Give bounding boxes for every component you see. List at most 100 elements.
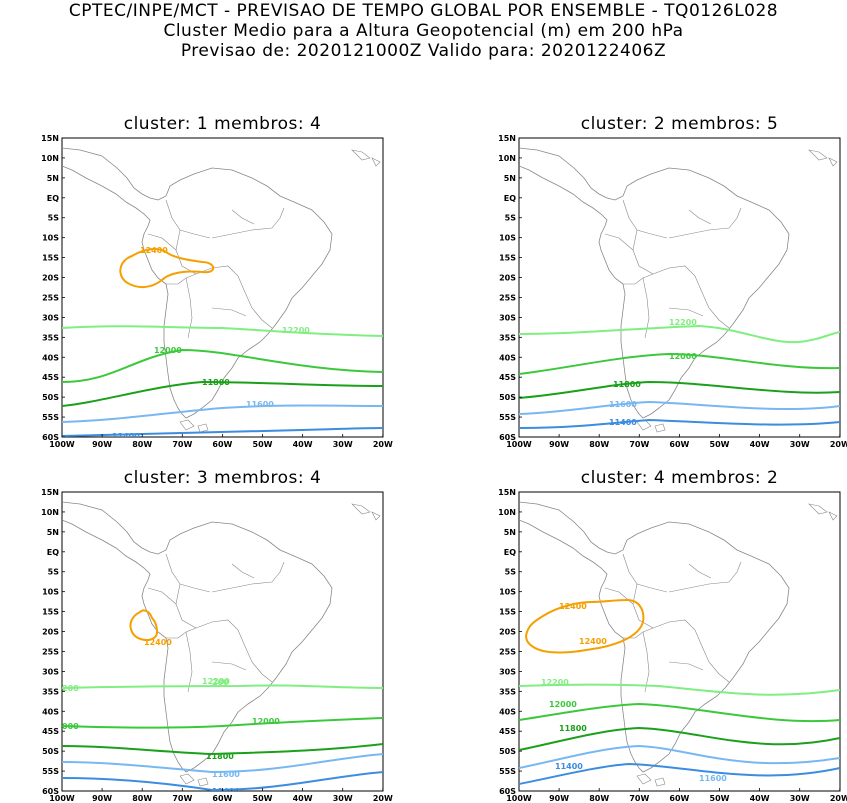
- contour-label: 11800: [559, 724, 587, 733]
- map-panel-1: 12400 12200 12000 11800 11600 11400 15N 10N 5N EQ…: [41, 134, 393, 448]
- lon-label: 40W: [293, 440, 313, 448]
- lon-label: 20W: [830, 440, 847, 448]
- lat-label: 10S: [42, 234, 59, 243]
- lon-label: 50W: [710, 440, 730, 448]
- map-frame: [61, 491, 384, 792]
- contour-11800: [62, 380, 383, 407]
- country-border: [652, 265, 702, 291]
- contour-12200: [519, 683, 840, 696]
- lat-label: EQ: [504, 194, 516, 203]
- lat-label: 15S: [42, 608, 59, 617]
- contour-11400: [519, 762, 840, 785]
- contour-label: 11600: [246, 400, 274, 409]
- lat-label: 30S: [499, 667, 516, 676]
- map-content: 12400 12200 12000 11800 11600 11400 12400: [519, 501, 840, 787]
- lat-label: 35S: [499, 687, 516, 696]
- country-border: [728, 561, 742, 583]
- lat-label: 15S: [499, 254, 516, 263]
- country-border: [211, 581, 273, 593]
- lat-label: 20S: [499, 274, 516, 283]
- island: [654, 423, 666, 433]
- contour-label: 11400: [555, 762, 583, 771]
- contour-label: 200: [212, 678, 229, 687]
- lat-label: 10S: [499, 588, 516, 597]
- country-border: [668, 227, 730, 239]
- lat-label: 5N: [47, 528, 59, 537]
- island: [828, 511, 838, 521]
- country-border: [166, 273, 197, 285]
- lon-label: 50W: [253, 794, 273, 802]
- map-frame: [518, 491, 841, 792]
- contour-11600: [62, 753, 383, 774]
- lon-label: 90W: [92, 440, 112, 448]
- lon-label: 90W: [549, 794, 569, 802]
- coastline: [519, 501, 790, 773]
- country-border: [211, 661, 247, 671]
- map-panel-2: 12200 12000 11800 11600 11400 15N 10N 5N EQ 5S 10S…: [498, 134, 847, 448]
- map-frame: [61, 137, 384, 438]
- lon-label: 20W: [373, 440, 393, 448]
- lat-label: 55S: [499, 767, 516, 776]
- lat-label: 50S: [499, 747, 516, 756]
- country-border: [195, 265, 245, 291]
- contour-11600: [62, 404, 383, 423]
- island: [371, 157, 381, 167]
- lon-label: 80W: [589, 794, 609, 802]
- lon-label: 70W: [629, 794, 649, 802]
- lat-label: 15N: [498, 134, 516, 143]
- contour-label: 12200: [669, 318, 697, 327]
- lat-label: 15N: [41, 488, 59, 497]
- lon-label: 60W: [212, 794, 232, 802]
- country-border: [632, 583, 654, 629]
- lat-label: 5N: [504, 528, 516, 537]
- lat-label: 5N: [504, 174, 516, 183]
- contour-label: 11400: [112, 432, 140, 441]
- island: [197, 777, 209, 787]
- map-frame: [518, 137, 841, 438]
- contour-label: 12200: [202, 677, 230, 686]
- lat-label: 5N: [47, 174, 59, 183]
- island: [828, 157, 838, 167]
- country-border: [166, 627, 197, 639]
- contour-11800: [519, 380, 840, 399]
- country-border: [668, 661, 704, 671]
- lon-label: 20W: [373, 794, 393, 802]
- lon-label: 50W: [253, 440, 273, 448]
- contour-12400: [119, 248, 215, 288]
- map-panel-4: 12400 12200 12000 11800 11600 11400 12400 15N 10…: [498, 488, 847, 802]
- island: [179, 773, 195, 785]
- lat-label: 55S: [42, 413, 59, 422]
- lon-label: 80W: [132, 794, 152, 802]
- lat-label: 15S: [499, 608, 516, 617]
- country-border: [271, 207, 285, 229]
- lon-label: 40W: [750, 794, 770, 802]
- contour-11400: [62, 771, 383, 791]
- lon-label: 20W: [830, 794, 847, 802]
- lat-label: 25S: [42, 293, 59, 302]
- contour-11800: [519, 726, 840, 751]
- lat-label: 50S: [42, 747, 59, 756]
- lat-label: 45S: [42, 727, 59, 736]
- lat-label: 30S: [42, 313, 59, 322]
- contour-label: 12400: [579, 637, 607, 646]
- lon-label: 100W: [49, 794, 75, 802]
- contour-label: 12400: [140, 246, 168, 255]
- island: [808, 503, 828, 515]
- country-border: [632, 229, 654, 275]
- lat-label: 5S: [48, 214, 60, 223]
- country-border: [231, 209, 255, 225]
- country-border: [175, 583, 197, 629]
- lon-label: 70W: [629, 440, 649, 448]
- contour-11400: [519, 418, 840, 429]
- map-content: 12400 12200 12000 11800 11600 11400: [62, 147, 383, 448]
- lat-label: 35S: [42, 687, 59, 696]
- lat-label: 55S: [42, 767, 59, 776]
- lon-label: 30W: [333, 794, 353, 802]
- island: [276, 446, 284, 448]
- contour-label: 11800: [206, 752, 234, 761]
- coastline: [519, 147, 790, 419]
- contour-label: 11800: [613, 380, 641, 389]
- country-border: [147, 233, 177, 251]
- island: [276, 800, 284, 802]
